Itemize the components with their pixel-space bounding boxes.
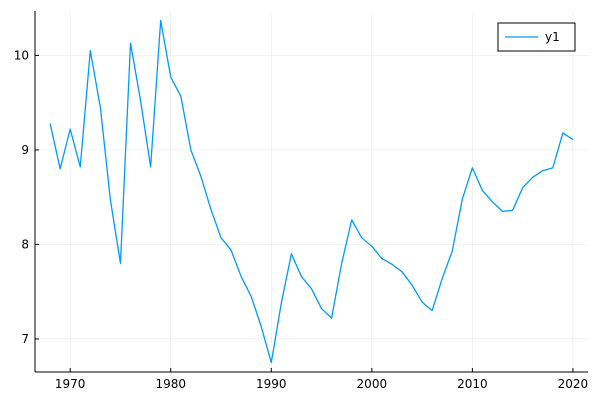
x-tick-label: 1980	[155, 377, 186, 391]
x-tick-label: 2000	[357, 377, 388, 391]
axes	[34, 11, 588, 373]
legend: y1	[497, 22, 576, 52]
x-tick-label: 1970	[55, 377, 86, 391]
grid-lines	[35, 11, 588, 372]
series-lines	[49, 19, 574, 364]
legend-label-y1: y1	[545, 30, 560, 44]
x-tick-label: 2010	[457, 377, 488, 391]
series-line-y1	[49, 19, 574, 364]
tick-marks: 1970 1980 1990 2000 2010 2020 7 8 9 10	[14, 48, 588, 391]
y-tick-label: 10	[14, 48, 29, 62]
y-tick-label: 9	[21, 143, 29, 157]
x-tick-label: 1990	[256, 377, 287, 391]
y-tick-label: 7	[21, 332, 29, 346]
x-tick-label: 2020	[558, 377, 589, 391]
y-tick-label: 8	[21, 237, 29, 251]
